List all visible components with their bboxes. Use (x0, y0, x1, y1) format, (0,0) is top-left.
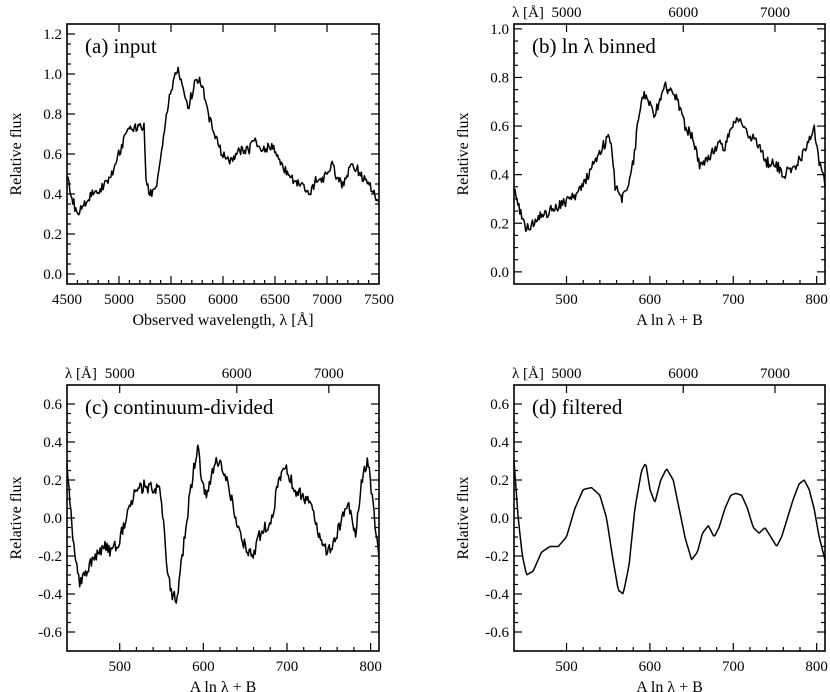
x-tick-label: 6000 (208, 292, 238, 308)
y-tick-label: 0.0 (490, 265, 509, 281)
y-axis-label: Relative flux (455, 476, 472, 559)
series-line (66, 66, 380, 216)
x-tick-label: 700 (276, 659, 299, 675)
panel-d: 500 600 700 800 -0.6 -0.4 -0.2 0.0 0.2 0.4 0.6λ [Å… (455, 366, 828, 692)
y-tick-label: 0.0 (43, 267, 62, 283)
x-tick-label: 600 (639, 292, 662, 308)
panel-label: (c) continuum-divided (85, 395, 274, 419)
plot-frame-c (66, 384, 380, 652)
y-tick-label: 0.6 (43, 397, 62, 413)
top-axis-tick-label: 6000 (668, 366, 698, 382)
y-tick-label: -0.2 (485, 549, 509, 565)
panel-label: (d) filtered (532, 395, 623, 419)
y-tick-label: 0.0 (490, 511, 509, 527)
y-tick-label: 0.2 (490, 473, 509, 489)
panel-c: 500 600 700 800 -0.6 -0.4 -0.2 0.0 0.2 0.4 0.6λ [Å… (8, 366, 382, 692)
y-tick-label: 0.6 (490, 397, 509, 413)
x-tick-label: 500 (555, 659, 578, 675)
x-tick-label: 5500 (156, 292, 186, 308)
y-tick-label: 0.6 (490, 119, 509, 135)
x-tick-label: 600 (639, 659, 662, 675)
y-axis-label: Relative flux (8, 476, 25, 559)
x-tick-label: 700 (722, 292, 745, 308)
top-axis-tick-label: 5000 (552, 366, 582, 382)
x-tick-label: 7500 (364, 292, 394, 308)
x-tick-label: 4500 (52, 292, 82, 308)
top-axis-tick-label: 5000 (552, 5, 582, 21)
y-tick-label: -0.4 (485, 587, 509, 603)
panel-b: 500 600 700 800 0.0 0.2 0.4 0.6 0.8 1.0λ [Å] 5000 6… (455, 5, 828, 329)
top-axis-tick-label: 6000 (668, 5, 698, 21)
y-tick-label: 0.4 (43, 435, 62, 451)
y-tick-label: 0.0 (43, 511, 62, 527)
y-tick-label: 0.2 (490, 216, 509, 232)
x-tick-label: 800 (359, 659, 382, 675)
y-tick-label: 0.4 (490, 168, 509, 184)
x-tick-label: 800 (805, 292, 828, 308)
y-tick-label: 0.2 (43, 227, 62, 243)
x-axis-label: A ln λ + B (190, 679, 257, 692)
y-tick-label: -0.6 (38, 625, 62, 641)
x-tick-label: 7000 (312, 292, 342, 308)
x-axis-label: A ln λ + B (636, 679, 703, 692)
y-tick-label: 0.4 (43, 187, 62, 203)
plot-frame-b (513, 23, 826, 285)
panel-label: (b) ln λ binned (532, 34, 656, 58)
top-axis-tick-label: 7000 (314, 366, 344, 382)
top-axis-tick-label: 7000 (760, 5, 790, 21)
y-tick-label: 0.2 (43, 473, 62, 489)
top-axis-label: λ [Å] (512, 5, 544, 21)
x-tick-label: 500 (555, 292, 578, 308)
top-axis-tick-label: 5000 (105, 366, 135, 382)
top-axis-label: λ [Å] (65, 366, 97, 382)
top-axis-tick-label: 7000 (760, 366, 790, 382)
x-axis-label: Observed wavelength, λ [Å] (132, 311, 313, 329)
panel-label: (a) input (85, 34, 157, 58)
y-tick-label: -0.2 (38, 549, 62, 565)
panel-a: 4500 5000 5500 6000 6500 7000 7500 0.0 0.2 0.4 0.6… (8, 23, 394, 329)
series-line (66, 444, 380, 604)
top-axis-tick-label: 6000 (222, 366, 252, 382)
y-tick-label: 1.2 (43, 27, 62, 43)
y-tick-label: 1.0 (43, 67, 62, 83)
x-tick-label: 600 (192, 659, 215, 675)
y-tick-label: -0.4 (38, 587, 62, 603)
plot-frame-d (513, 384, 826, 652)
y-tick-label: 0.8 (43, 107, 62, 123)
x-axis-label: A ln λ + B (636, 312, 703, 329)
x-tick-label: 500 (108, 659, 131, 675)
y-tick-label: -0.6 (485, 625, 509, 641)
y-tick-label: 1.0 (490, 22, 509, 38)
series-line (513, 81, 826, 232)
x-tick-label: 6500 (260, 292, 290, 308)
x-tick-label: 700 (722, 659, 745, 675)
y-axis-label: Relative flux (8, 112, 25, 195)
y-tick-label: 0.6 (43, 147, 62, 163)
y-tick-label: 0.4 (490, 435, 509, 451)
series-line (513, 460, 826, 595)
x-tick-label: 5000 (104, 292, 134, 308)
x-tick-label: 800 (805, 659, 828, 675)
y-tick-label: 0.8 (490, 70, 509, 86)
y-axis-label: Relative flux (455, 112, 472, 195)
top-axis-label: λ [Å] (512, 366, 544, 382)
